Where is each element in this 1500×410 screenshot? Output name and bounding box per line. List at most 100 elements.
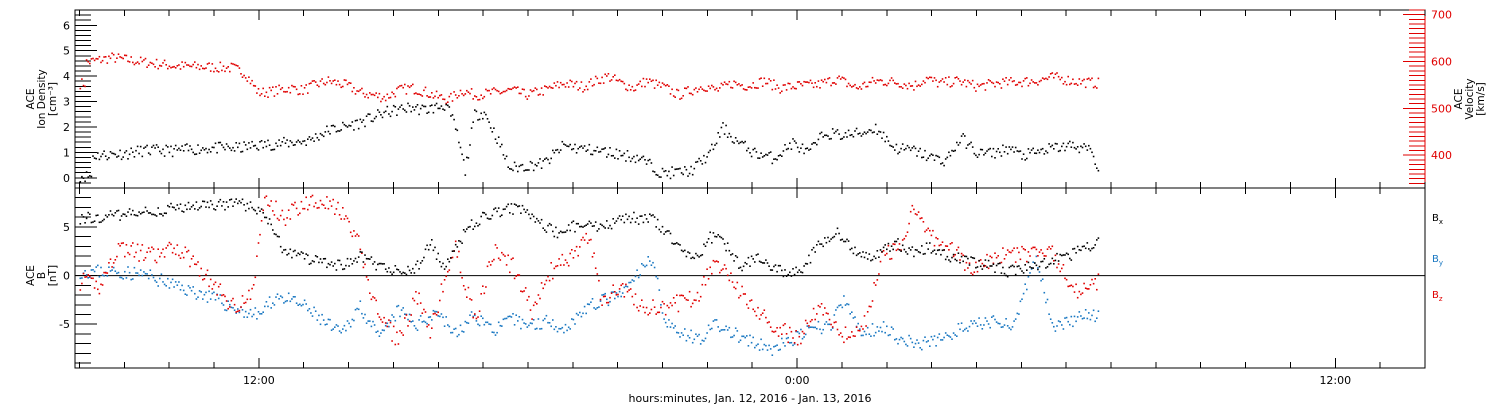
bx-point — [419, 262, 422, 264]
density-point — [620, 154, 622, 157]
density-point — [806, 147, 809, 149]
by-point — [206, 301, 209, 303]
by-point — [367, 320, 369, 322]
bz-point — [954, 253, 956, 256]
by-point — [499, 324, 502, 327]
velocity-point — [752, 82, 754, 84]
bz-point — [879, 260, 882, 263]
by-point — [886, 325, 888, 328]
bz-point — [871, 300, 874, 302]
velocity-point — [1062, 83, 1065, 85]
bx-point — [297, 252, 299, 255]
bx-point — [1010, 265, 1012, 268]
velocity-point — [155, 58, 158, 61]
velocity-point — [983, 82, 985, 85]
density-point — [305, 144, 307, 146]
bz-point — [493, 258, 495, 261]
bz-point — [190, 258, 193, 260]
bx-point — [984, 259, 987, 261]
by-point — [620, 295, 622, 298]
density-point — [1061, 145, 1063, 148]
density-point — [442, 108, 444, 110]
velocity-point — [507, 87, 509, 90]
velocity-point — [621, 80, 624, 83]
density-point — [983, 154, 985, 156]
density-point — [357, 127, 360, 130]
velocity-point — [660, 86, 662, 88]
by-point — [954, 334, 956, 336]
bx-point — [809, 261, 812, 264]
velocity-point — [661, 82, 664, 84]
density-point — [706, 156, 708, 158]
by-point — [559, 328, 562, 330]
density-point — [264, 141, 266, 143]
bz-point — [887, 244, 890, 247]
top-panel-frame — [74, 9, 1426, 189]
by-point — [483, 323, 486, 326]
density-point — [798, 151, 801, 153]
density-point — [1072, 141, 1074, 144]
bx-point — [160, 213, 163, 215]
by-point — [327, 318, 330, 321]
velocity-point — [932, 80, 934, 82]
by-point — [342, 328, 344, 330]
bx-point — [265, 216, 268, 219]
velocity-point — [139, 56, 142, 59]
velocity-point — [922, 80, 925, 82]
density-point — [911, 147, 914, 149]
velocity-point — [211, 63, 214, 65]
density-point — [203, 149, 206, 151]
by-point — [192, 286, 194, 288]
by-point — [563, 331, 565, 334]
by-point — [621, 292, 624, 294]
velocity-point — [93, 59, 96, 62]
density-point — [467, 157, 470, 159]
bz-point — [400, 332, 403, 334]
bx-point — [111, 213, 113, 216]
density-point — [803, 152, 805, 155]
by-point — [343, 324, 346, 327]
velocity-point — [227, 66, 229, 68]
bz-point — [548, 279, 551, 282]
bz-point — [418, 292, 420, 295]
bx-point — [870, 259, 872, 262]
velocity-point — [469, 92, 471, 95]
bz-point — [90, 277, 93, 279]
density-point — [273, 148, 276, 151]
by-point — [256, 318, 258, 320]
bx-point — [505, 205, 508, 208]
bz-point — [254, 276, 257, 279]
density-point — [901, 143, 904, 145]
by-point — [92, 269, 94, 271]
density-tick-label: 4 — [63, 70, 70, 83]
velocity-point — [432, 97, 435, 99]
by-point — [1097, 310, 1100, 312]
bx-point — [101, 219, 104, 222]
velocity-point — [1040, 79, 1042, 82]
by-point — [230, 306, 233, 309]
density-point — [909, 149, 912, 152]
bz-point — [332, 198, 334, 201]
density-point — [723, 133, 726, 135]
density-point — [586, 149, 589, 151]
density-point — [144, 146, 147, 148]
by-point — [238, 311, 241, 314]
bz-point — [322, 204, 325, 206]
density-point — [419, 107, 422, 110]
bz-point — [545, 279, 548, 282]
bx-point — [365, 257, 368, 260]
bz-point — [381, 321, 384, 323]
by-point — [540, 327, 543, 330]
bz-point — [202, 278, 204, 281]
density-point — [768, 152, 770, 154]
bx-point — [636, 217, 638, 219]
density-point — [127, 158, 129, 160]
by-point — [1089, 318, 1092, 321]
bz-point — [703, 276, 705, 278]
bz-point — [1070, 284, 1073, 287]
bx-point — [668, 230, 670, 232]
by-point — [720, 329, 723, 331]
density-point — [397, 108, 400, 110]
bx-point — [439, 261, 441, 263]
bz-point — [841, 335, 844, 338]
